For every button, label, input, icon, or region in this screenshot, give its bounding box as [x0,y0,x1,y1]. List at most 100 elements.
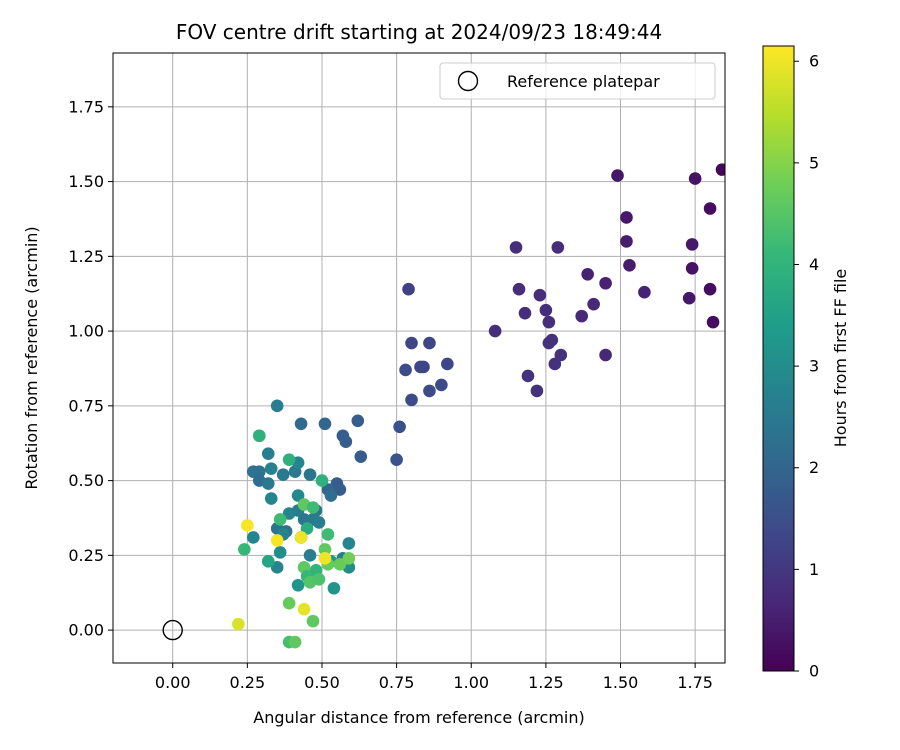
data-point [685,238,699,251]
data-point [599,276,612,290]
data-point [288,635,302,649]
data-point [581,267,594,281]
data-point [333,558,347,571]
legend-label: Reference platepar [507,72,660,91]
data-point [312,572,326,586]
colorbar-ticks: 0 1 2 3 4 5 6 [794,52,819,681]
data-point [241,519,254,532]
data-point [599,348,612,362]
y-axis-label: Rotation from reference (arcmin) [22,226,41,489]
data-point [303,468,317,481]
data-point [291,578,305,592]
data-point [232,617,245,631]
data-point [324,489,338,502]
data-point [294,417,308,431]
data-point [539,303,553,317]
scatter-points [232,163,725,649]
data-point [264,462,278,475]
reference-marker [162,619,183,641]
y-tick-label: 0.00 [68,621,104,640]
legend-box [439,62,716,100]
data-point [435,378,448,392]
data-point [312,516,326,529]
data-point [261,555,275,568]
data-point [327,581,341,595]
data-point [282,453,296,466]
data-point [321,528,335,541]
data-point [270,561,284,574]
data-point [706,315,720,329]
x-tick-label: 0.25 [230,673,266,692]
plot-frame [112,52,726,664]
data-point [688,172,702,185]
legend: Reference platepar [439,62,716,100]
data-point [488,324,502,338]
data-point [238,543,251,556]
x-tick-label: 1.25 [528,673,564,692]
colorbar-bar [762,45,795,672]
x-tick-label: 1.75 [677,673,713,692]
data-point [423,336,436,350]
legend-marker [457,70,479,92]
y-tick-label: 1.25 [68,247,104,266]
x-axis-ticks: 0.00 0.25 0.50 0.75 1.00 1.25 1.50 1.75 [155,663,713,692]
data-point [638,285,651,299]
data-point [351,414,365,428]
data-point [270,534,284,547]
grid-lines [113,53,725,663]
data-point [252,429,266,443]
data-point [542,315,556,329]
data-point [575,309,589,323]
data-point [333,483,347,496]
x-axis-label: Angular distance from reference (arcmin) [253,708,584,727]
data-point [297,602,311,616]
y-tick-label: 0.50 [68,471,104,490]
data-point [551,241,565,254]
data-point [273,513,287,526]
data-point [252,465,266,478]
data-point [620,211,633,224]
data-point [300,522,314,535]
data-point [270,399,284,413]
y-tick-label: 0.75 [68,396,104,415]
data-point [339,435,353,449]
data-point [512,282,526,296]
data-point [554,348,568,362]
data-point [530,384,544,398]
data-point [399,363,412,377]
data-point [354,450,368,463]
colorbar-tick-label: 3 [809,357,819,376]
data-point [294,531,308,544]
colorbar-tick-label: 5 [809,153,819,172]
data-point [545,333,559,347]
colorbar-tick-label: 6 [809,52,819,71]
y-tick-label: 0.25 [68,546,104,565]
data-point [342,537,356,550]
y-axis-ticks: 0.00 0.25 0.50 0.75 1.00 1.25 1.50 1.75 [68,97,113,640]
data-point [611,169,624,182]
data-point [318,543,332,556]
data-point [685,261,699,275]
data-point [423,384,436,398]
data-point [620,235,633,248]
data-point [261,447,275,460]
x-tick-label: 1.00 [453,673,489,692]
colorbar-tick-label: 0 [809,662,819,681]
data-point [682,291,696,305]
data-point [273,546,287,559]
data-point [318,552,332,565]
data-point [405,393,418,407]
colorbar-tick-label: 2 [809,458,819,477]
data-point [264,492,278,505]
data-point [342,552,356,565]
colorbar: 0 1 2 3 4 5 6 Hours from first FF file [762,45,850,681]
colorbar-tick-label: 1 [809,560,819,579]
data-point [518,306,532,320]
data-point [291,489,305,502]
y-tick-label: 1.00 [68,322,104,341]
x-tick-label: 0.00 [155,673,191,692]
y-tick-label: 1.50 [68,172,104,191]
data-point [623,259,636,272]
x-tick-label: 1.50 [603,673,639,692]
